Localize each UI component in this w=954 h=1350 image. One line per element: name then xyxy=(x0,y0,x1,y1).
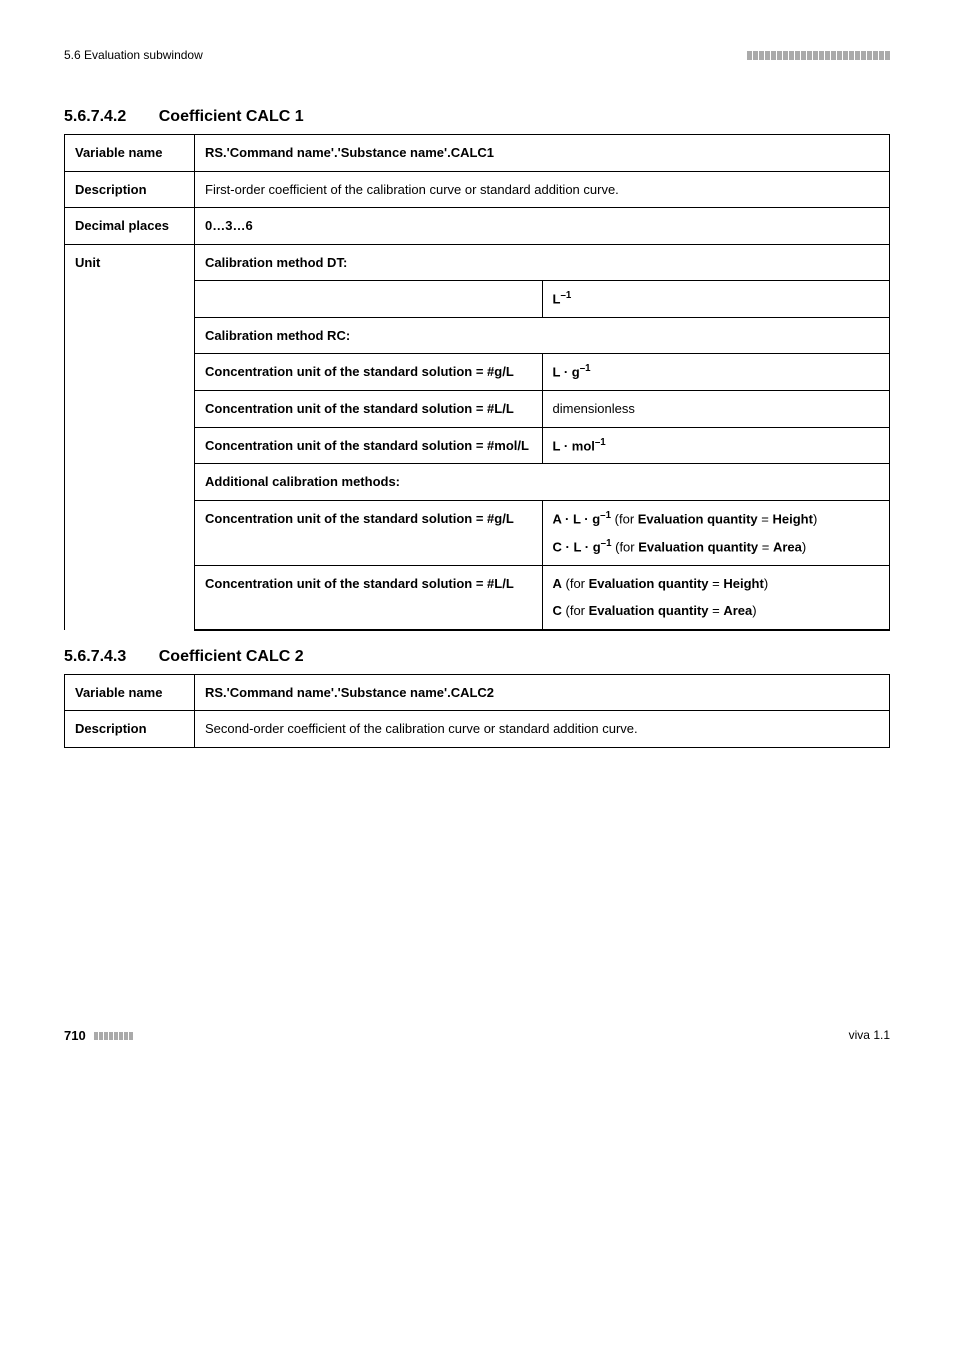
section-heading-calc2: 5.6.7.4.3 Coefficient CALC 2 xyxy=(64,648,890,666)
add-LL-left: Concentration unit of the standard solut… xyxy=(195,565,542,629)
calib-method-rc: Calibration method RC: xyxy=(195,317,889,354)
page-header: 5.6 Evaluation subwindow xyxy=(64,48,890,62)
rc-mol-right: L · mol–1 xyxy=(542,427,889,464)
footer-page-number: 710 xyxy=(64,1028,133,1043)
calc2-table: Variable name RS.'Command name'.'Substan… xyxy=(64,674,890,748)
additional-methods: Additional calibration methods: xyxy=(195,464,889,501)
add-gL-right: A · L · g–1 (for Evaluation quantity = H… xyxy=(542,500,889,565)
calib-method-dt: Calibration method DT: xyxy=(195,245,889,281)
rc-LL-right: dimensionless xyxy=(542,391,889,428)
rc-gL-right: L · g–1 xyxy=(542,354,889,391)
section-heading-calc1: 5.6.7.4.2 Coefficient CALC 1 xyxy=(64,108,890,126)
calc1-table: Variable name RS.'Command name'.'Substan… xyxy=(64,134,890,631)
header-section-path: 5.6 Evaluation subwindow xyxy=(64,48,203,62)
unit-content: Calibration method DT: L–1 Calibration m… xyxy=(195,244,890,630)
calc2-desc-label: Description xyxy=(65,711,195,748)
section-title: Coefficient CALC 1 xyxy=(159,108,304,125)
variable-name-label: Variable name xyxy=(65,135,195,172)
decimal-places-value: 0…3…6 xyxy=(195,208,890,245)
section-number-2: 5.6.7.4.3 xyxy=(64,648,126,666)
calc2-varname-value: RS.'Command name'.'Substance name'.CALC2 xyxy=(195,674,890,711)
variable-name-value: RS.'Command name'.'Substance name'.CALC1 xyxy=(195,135,890,172)
dt-left-empty xyxy=(195,281,542,318)
header-ticks xyxy=(746,51,890,60)
dt-right: L–1 xyxy=(542,281,889,318)
rc-LL-left: Concentration unit of the standard solut… xyxy=(195,391,542,428)
unit-label: Unit xyxy=(65,244,195,630)
rc-mol-left: Concentration unit of the standard solut… xyxy=(195,427,542,464)
calc2-desc-value: Second-order coefficient of the calibrat… xyxy=(195,711,890,748)
add-LL-right: A (for Evaluation quantity = Height) C (… xyxy=(542,565,889,629)
page-footer: 710 viva 1.1 xyxy=(64,1028,890,1043)
description-value: First-order coefficient of the calibrati… xyxy=(195,171,890,208)
section-number: 5.6.7.4.2 xyxy=(64,108,126,126)
section-title-2: Coefficient CALC 2 xyxy=(159,648,304,665)
rc-gL-left: Concentration unit of the standard solut… xyxy=(195,354,542,391)
decimal-places-label: Decimal places xyxy=(65,208,195,245)
description-label: Description xyxy=(65,171,195,208)
calc2-varname-label: Variable name xyxy=(65,674,195,711)
footer-version: viva 1.1 xyxy=(849,1028,890,1042)
add-gL-left: Concentration unit of the standard solut… xyxy=(195,500,542,565)
